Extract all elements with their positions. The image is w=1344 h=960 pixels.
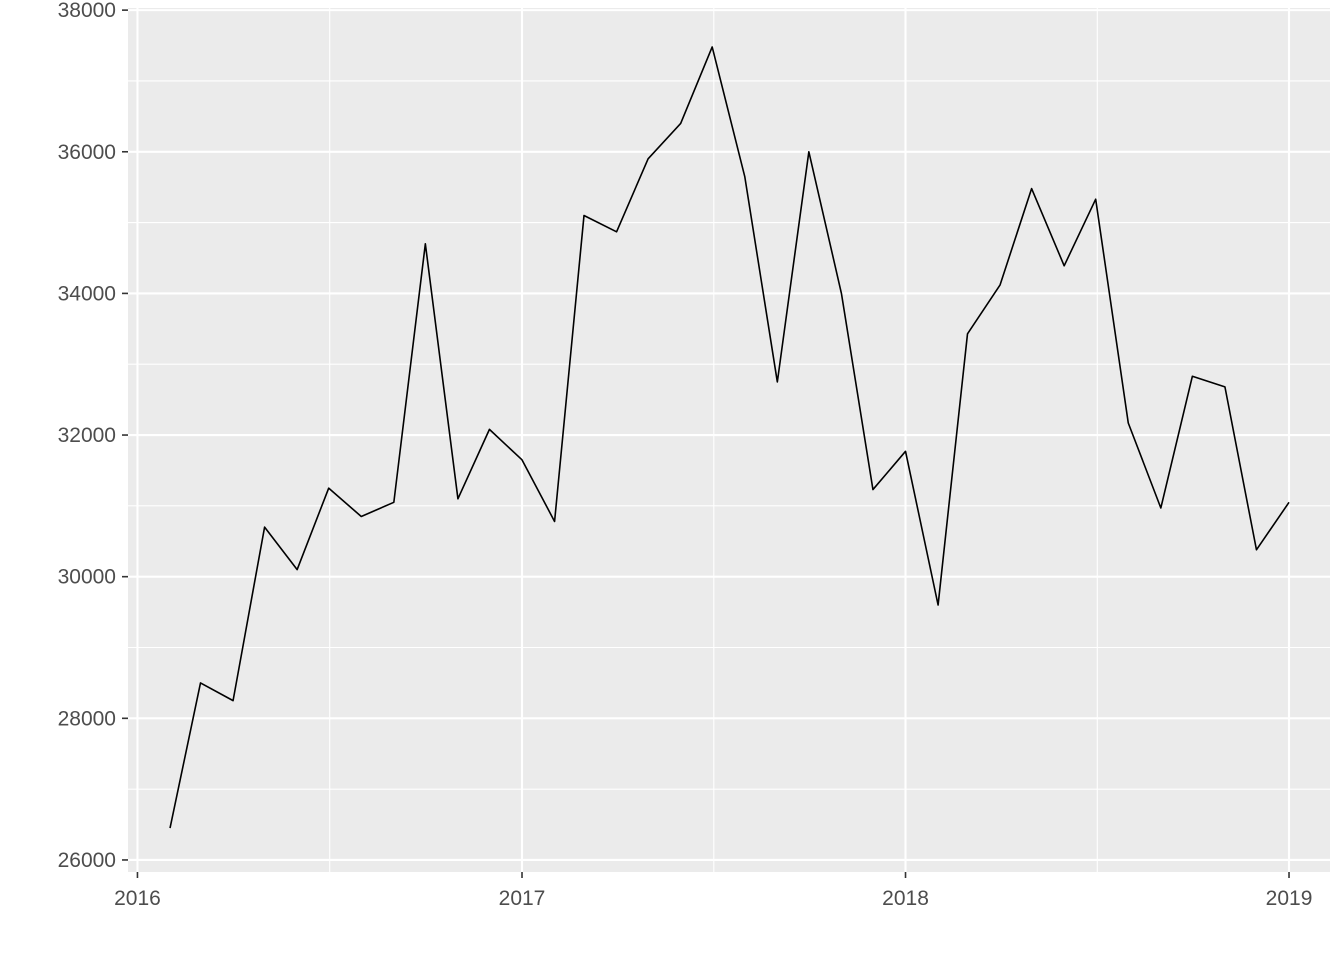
y-axis-tick-labels: 26000 28000 30000 32000 34000 36000 38000 [58, 0, 116, 872]
y-tick-label: 36000 [58, 141, 116, 164]
x-tick-label: 2017 [499, 887, 546, 910]
x-tick-label: 2016 [114, 887, 161, 910]
major-gridlines [128, 8, 1330, 872]
x-tick-label: 2018 [882, 887, 929, 910]
data-line [169, 46, 1290, 829]
y-tick-label: 38000 [58, 0, 116, 22]
y-tick-label: 30000 [58, 566, 116, 589]
y-tick-label: 28000 [58, 707, 116, 730]
plot-panel [128, 8, 1330, 872]
y-tick-label: 26000 [58, 849, 116, 872]
y-tick-label: 32000 [58, 424, 116, 447]
axis-ticks [122, 9, 1290, 878]
y-tick-label: 34000 [58, 282, 116, 305]
x-axis-tick-labels: 2016 2017 2018 2019 [114, 887, 1312, 910]
x-tick-label: 2019 [1266, 887, 1313, 910]
